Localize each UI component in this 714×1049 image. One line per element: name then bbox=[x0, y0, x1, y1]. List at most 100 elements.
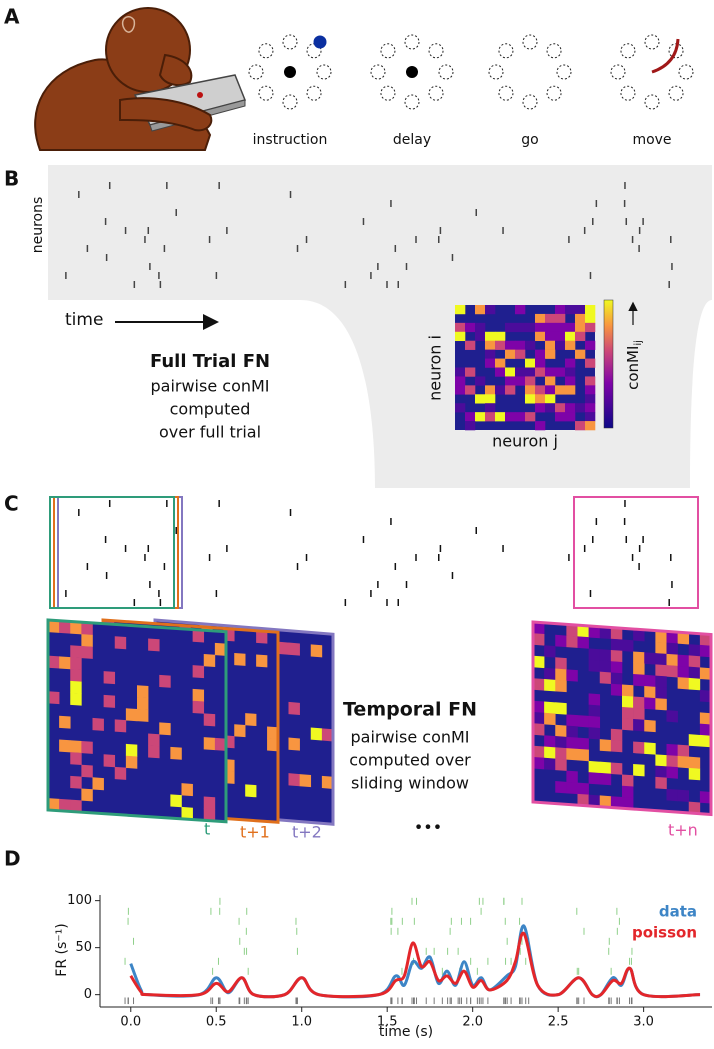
heatmap-cell bbox=[555, 679, 567, 693]
heatmap-cell bbox=[633, 662, 645, 676]
heatmap-cell bbox=[655, 776, 667, 790]
heatmap-cell bbox=[575, 322, 586, 333]
target bbox=[370, 64, 386, 80]
heatmap-cell bbox=[588, 794, 601, 807]
heatmap-cell bbox=[688, 677, 701, 691]
heatmap-cell bbox=[585, 385, 596, 395]
heatmap-cell bbox=[610, 672, 623, 685]
heatmap-cell bbox=[495, 385, 506, 395]
heatmap-cell bbox=[148, 638, 160, 652]
heatmap-cell bbox=[555, 412, 566, 422]
heatmap-cell bbox=[544, 712, 556, 726]
heatmap-cell bbox=[465, 367, 476, 377]
heatmap-cell bbox=[588, 659, 601, 672]
heatmap-cell bbox=[533, 655, 545, 669]
heatmap-cell bbox=[633, 674, 645, 687]
heatmap-cell bbox=[555, 781, 567, 794]
heatmap-cell bbox=[92, 717, 104, 731]
target bbox=[248, 64, 264, 80]
heatmap-cell bbox=[577, 737, 589, 750]
heatmap-cell bbox=[475, 394, 486, 404]
heatmap-cell bbox=[525, 358, 536, 368]
target bbox=[546, 43, 562, 59]
heatmap-cell bbox=[666, 743, 678, 757]
heatmap-cell bbox=[565, 331, 576, 342]
heatmap-frame bbox=[46, 618, 228, 824]
heatmap-cell bbox=[70, 799, 82, 813]
center-dot bbox=[406, 66, 418, 78]
heatmap-cell bbox=[515, 305, 526, 315]
stage-label: instruction bbox=[253, 132, 328, 148]
heatmap-cell bbox=[515, 367, 526, 377]
description: computed bbox=[170, 400, 251, 419]
heatmap-cell bbox=[677, 665, 690, 679]
heatmap-cell bbox=[455, 305, 466, 315]
heatmap-cell bbox=[545, 349, 556, 359]
heatmap-cell bbox=[566, 624, 578, 637]
heatmap-cell bbox=[566, 770, 578, 783]
heatmap-cell bbox=[599, 795, 612, 808]
heatmap-cell bbox=[688, 666, 701, 680]
heatmap-y-label: neuron i bbox=[426, 335, 445, 401]
heatmap-cell bbox=[677, 654, 690, 667]
y-tick-label: 50 bbox=[75, 940, 92, 955]
heatmap-cell bbox=[666, 665, 678, 678]
heatmap-cell bbox=[610, 661, 623, 674]
heatmap-cell bbox=[585, 394, 596, 404]
heatmap-cell bbox=[277, 641, 289, 655]
heatmap-cell bbox=[655, 698, 667, 711]
center-dot bbox=[284, 66, 296, 78]
heatmap-cell bbox=[81, 645, 93, 659]
heatmap-cell bbox=[148, 745, 160, 759]
window-label: t+2 bbox=[292, 823, 322, 842]
reach-path bbox=[651, 38, 680, 74]
heatmap-cell bbox=[48, 798, 60, 812]
heatmap-cell bbox=[148, 733, 160, 747]
heatmap-cell bbox=[70, 775, 82, 789]
heatmap-cell bbox=[214, 737, 227, 751]
target bbox=[546, 85, 562, 101]
heatmap-cell bbox=[515, 349, 526, 359]
heatmap-cell bbox=[485, 331, 496, 342]
heatmap-cell bbox=[70, 621, 82, 635]
target bbox=[428, 43, 444, 59]
heatmap-cell bbox=[545, 331, 556, 342]
heatmap-cell bbox=[267, 726, 279, 740]
heatmap-cell bbox=[234, 652, 246, 666]
heatmap-cell bbox=[644, 697, 656, 710]
heatmap-cell bbox=[699, 644, 712, 658]
heatmap-cell bbox=[666, 755, 678, 768]
heatmap-cell bbox=[505, 385, 516, 395]
heatmap-cell bbox=[545, 313, 556, 324]
heatmap-cell bbox=[159, 722, 171, 736]
heatmap-cell bbox=[585, 421, 596, 431]
heatmap-cell bbox=[59, 798, 71, 812]
heatmap-cell bbox=[525, 322, 536, 333]
heatmap-cell bbox=[555, 367, 566, 377]
heatmap-cell bbox=[545, 403, 556, 413]
heatmap-cell bbox=[655, 765, 667, 778]
heatmap-cell bbox=[114, 719, 127, 733]
window-box bbox=[57, 496, 183, 609]
heatmap-cell bbox=[566, 748, 578, 761]
heatmap-cell bbox=[159, 674, 171, 688]
colorbar bbox=[603, 299, 614, 429]
heatmap-cell bbox=[644, 719, 656, 733]
heatmap-cell bbox=[81, 764, 93, 778]
heatmap-cell bbox=[465, 322, 476, 333]
heatmap-cell bbox=[677, 677, 690, 690]
heatmap-cell bbox=[644, 742, 656, 755]
heatmap-cell bbox=[588, 648, 601, 661]
heatmap-cell bbox=[599, 649, 612, 662]
heatmap-cell bbox=[505, 340, 516, 350]
y-label: neurons bbox=[30, 197, 46, 254]
heatmap-cell bbox=[214, 642, 227, 656]
heatmap-cell bbox=[525, 340, 536, 350]
heatmap-cell bbox=[515, 322, 526, 333]
heatmap-cell bbox=[203, 654, 216, 667]
heatmap-cell bbox=[566, 635, 578, 648]
heatmap-cell bbox=[533, 678, 545, 691]
heatmap-cell bbox=[655, 664, 667, 677]
heatmap-cell bbox=[555, 668, 567, 681]
heatmap-cell bbox=[125, 743, 138, 757]
